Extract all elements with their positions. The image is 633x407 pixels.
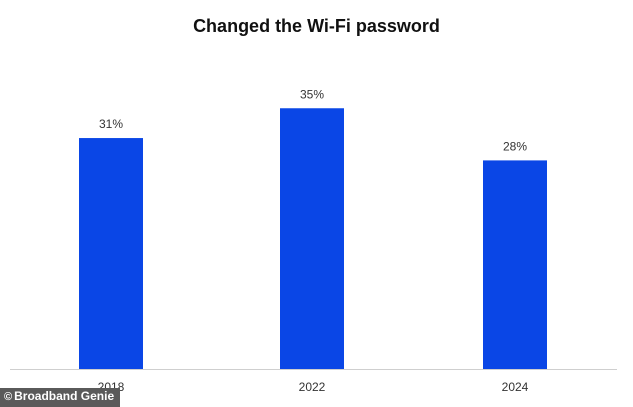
tick-labels-group: 2018 2022 2024	[98, 380, 529, 394]
value-label-2022: 35%	[300, 87, 324, 101]
x-tick-label-2022: 2022	[299, 380, 326, 394]
value-label-2024: 28%	[503, 139, 527, 153]
value-labels-group: 31% 35% 28%	[99, 87, 527, 153]
value-label-2018: 31%	[99, 117, 123, 131]
bar-2022	[280, 108, 344, 369]
source-label: Broadband Genie	[14, 389, 115, 403]
bars-group	[79, 108, 547, 369]
x-tick-label-2024: 2024	[502, 380, 529, 394]
source-badge: © Broadband Genie	[0, 388, 121, 407]
bar-2024	[483, 160, 547, 369]
bar-2018	[79, 138, 143, 369]
copyright-icon: ©	[4, 391, 13, 403]
chart-title: Changed the Wi-Fi password	[193, 16, 440, 36]
